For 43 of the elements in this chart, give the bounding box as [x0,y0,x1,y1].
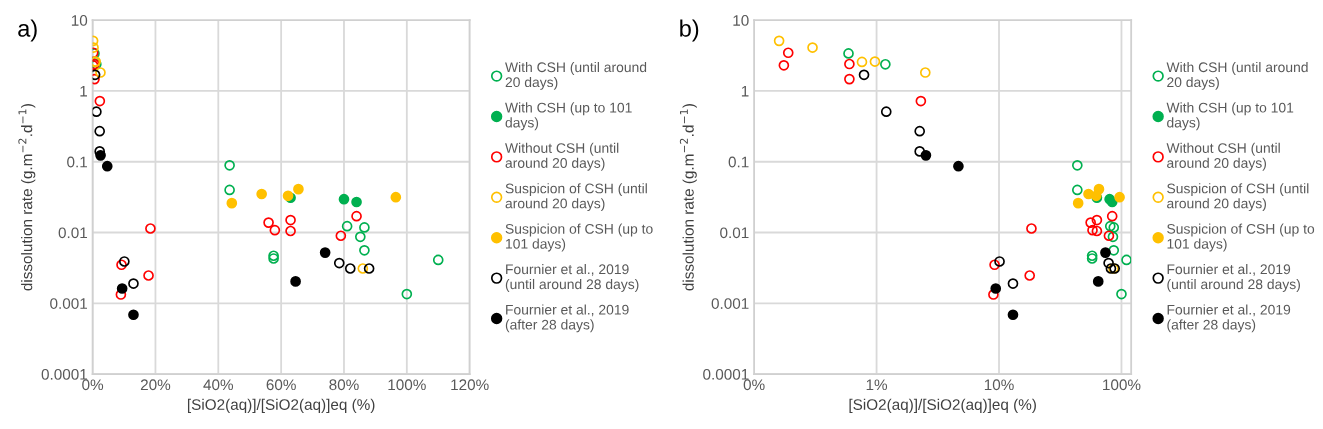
y-axis-title: dissolution rate (g.m$^{−2}$.d$^{−1}$) [18,104,36,291]
chart-title: b) [680,19,699,42]
x-tick-label: 100% [388,379,426,391]
y-axis-title: dissolution rate (g.m$^{−2}$.d$^{−1}$) [679,104,697,291]
legend-label: Suspicion of CSH (up to 101 days) [1167,223,1315,252]
legend-label: With CSH (until around 20 days) [1166,61,1308,90]
y-tick-label: 0.01 [58,227,88,239]
y-tick-label: 1 [80,85,87,97]
x-tick-label: 20% [140,379,171,391]
legend-label: With CSH (until around 20 days) [505,61,647,90]
x-tick-label: 10% [984,379,1014,391]
y-tick-label: 1 [741,85,749,97]
legend-label: Fournier et al., 2019 (until around 28 days) [505,263,639,292]
y-tick-label: 0.1 [67,156,88,168]
x-axis-title: [SiO2(aq)]/[SiO2(aq)]eq (%) [849,398,1036,413]
y-tick-label: 10 [71,15,88,26]
legend-label: Fournier et al., 2019 (after 28 days) [1167,304,1291,333]
legend-label: Suspicion of CSH (until around 20 days) [505,183,647,212]
x-tick-label: 0% [82,379,104,391]
y-tick-label: 0.001 [711,298,749,309]
x-tick-label: 60% [266,379,296,391]
legend-label: Suspicion of CSH (until around 20 days) [1167,183,1309,212]
legend-label: Fournier et al., 2019 (until around 28 days) [1167,263,1300,292]
legend-label: Without CSH (until around 20 days) [1166,142,1280,171]
x-tick-label: 40% [203,379,234,391]
y-tick-label: 10 [733,15,749,26]
y-tick-label: 0.001 [50,298,88,309]
legend-label: With CSH (up to 101 days) [1166,102,1294,131]
y-tick-label: 0.0001 [703,368,749,380]
y-tick-label: 0.01 [720,227,749,239]
legend-label: Fournier et al., 2019 (after 28 days) [505,304,629,333]
y-tick-label: 0.1 [728,156,749,168]
x-axis-title: [SiO2(aq)]/[SiO2(aq)]eq (%) [187,398,375,413]
x-tick-label: 0% [743,379,765,391]
legend-label: Suspicion of CSH (up to 101 days) [505,223,653,252]
legend-label: Without CSH (until around 20 days) [505,142,619,171]
y-tick-label: 0.0001 [41,368,88,380]
x-tick-label: 1% [866,379,888,391]
legend-label: With CSH (up to 101 days) [505,102,632,131]
x-tick-label: 100% [1103,379,1141,391]
chart-title: a) [18,19,37,42]
x-tick-label: 80% [329,379,359,391]
x-tick-label: 120% [451,379,489,391]
